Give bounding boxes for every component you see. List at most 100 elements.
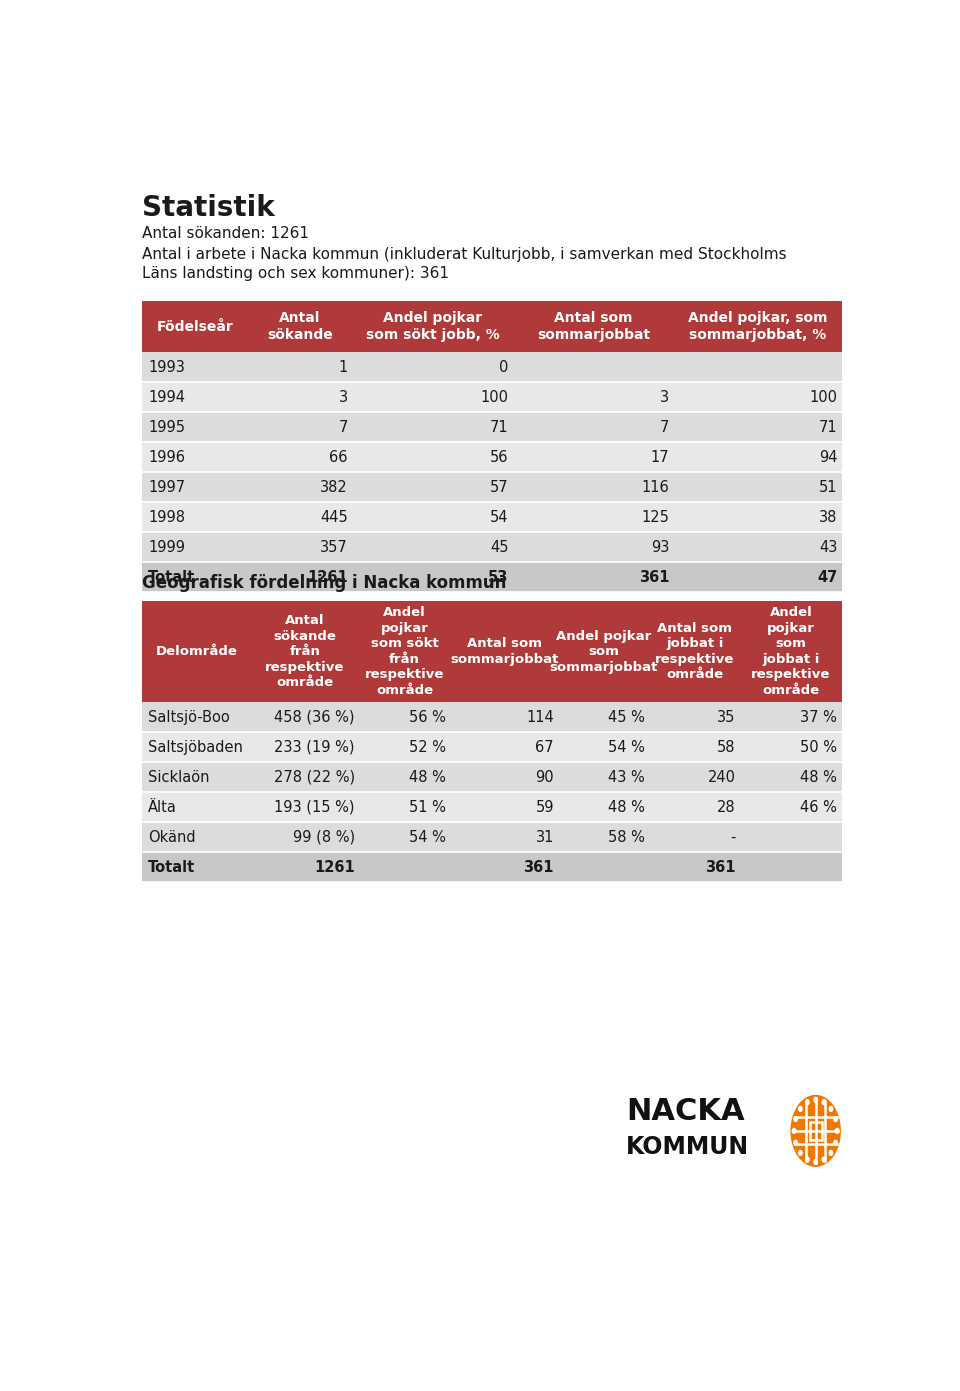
Text: 1993: 1993 xyxy=(148,360,185,374)
Text: 357: 357 xyxy=(320,540,348,555)
Text: 7: 7 xyxy=(660,420,669,435)
Bar xyxy=(450,822,559,853)
Text: 1997: 1997 xyxy=(148,480,185,495)
Text: 116: 116 xyxy=(641,480,669,495)
Text: 28: 28 xyxy=(717,800,735,815)
Bar xyxy=(248,442,352,472)
Bar xyxy=(142,853,251,882)
Text: 1995: 1995 xyxy=(148,420,185,435)
Bar xyxy=(674,442,842,472)
Text: 58 %: 58 % xyxy=(608,830,645,844)
Text: 54 %: 54 % xyxy=(608,740,645,755)
Bar xyxy=(513,412,674,442)
Text: 48 %: 48 % xyxy=(608,800,645,815)
Text: 52 %: 52 % xyxy=(409,740,445,755)
Text: Sicklaön: Sicklaön xyxy=(148,771,210,785)
Text: 58: 58 xyxy=(717,740,735,755)
Bar xyxy=(740,762,842,793)
Circle shape xyxy=(805,1100,809,1104)
Bar xyxy=(142,702,251,733)
Text: Antal som
sommarjobbat: Antal som sommarjobbat xyxy=(537,312,650,342)
Text: 7: 7 xyxy=(338,420,348,435)
Text: 114: 114 xyxy=(526,709,554,725)
Bar xyxy=(359,793,450,822)
Circle shape xyxy=(829,1106,832,1111)
Bar xyxy=(513,472,674,502)
Text: Antal
sökande: Antal sökande xyxy=(267,312,332,342)
Text: 56: 56 xyxy=(490,449,509,465)
Text: 56 %: 56 % xyxy=(409,709,445,725)
Bar xyxy=(248,383,352,412)
Text: 67: 67 xyxy=(536,740,554,755)
Bar xyxy=(450,762,559,793)
Bar xyxy=(649,853,740,882)
Text: Delområde: Delområde xyxy=(156,645,237,658)
Text: 3: 3 xyxy=(660,389,669,405)
Bar xyxy=(674,300,842,352)
Text: Saltsjö-Boo: Saltsjö-Boo xyxy=(148,709,230,725)
Bar xyxy=(352,533,513,562)
Text: Andel pojkar
som
sommarjobbat: Andel pojkar som sommarjobbat xyxy=(550,630,659,673)
Bar xyxy=(559,601,649,702)
Bar xyxy=(809,1123,822,1139)
Text: 0: 0 xyxy=(499,360,509,374)
Text: 361: 361 xyxy=(523,860,554,875)
Bar xyxy=(740,853,842,882)
Text: Älta: Älta xyxy=(148,800,178,815)
Text: 38: 38 xyxy=(819,509,837,524)
Bar xyxy=(352,472,513,502)
Bar xyxy=(142,472,248,502)
Text: 1999: 1999 xyxy=(148,540,185,555)
Text: 45: 45 xyxy=(490,540,509,555)
Bar xyxy=(142,733,251,762)
Text: Totalt: Totalt xyxy=(148,570,196,584)
Circle shape xyxy=(835,1128,839,1134)
Bar xyxy=(674,533,842,562)
Circle shape xyxy=(799,1106,803,1111)
Text: 51 %: 51 % xyxy=(409,800,445,815)
Circle shape xyxy=(834,1141,837,1145)
Text: Andel
pojkar
som
jobbat i
respektive
område: Andel pojkar som jobbat i respektive omr… xyxy=(752,606,830,697)
Bar xyxy=(142,412,248,442)
Text: 445: 445 xyxy=(320,509,348,524)
Bar xyxy=(142,502,248,533)
Bar xyxy=(649,793,740,822)
Circle shape xyxy=(791,1096,840,1166)
Bar xyxy=(674,562,842,593)
Bar xyxy=(649,762,740,793)
Circle shape xyxy=(794,1141,798,1145)
Bar xyxy=(142,533,248,562)
Text: 54 %: 54 % xyxy=(409,830,445,844)
Text: Antal som
sommarjobbat: Antal som sommarjobbat xyxy=(450,637,559,666)
Text: 50 %: 50 % xyxy=(801,740,837,755)
Text: 382: 382 xyxy=(320,480,348,495)
Bar xyxy=(513,562,674,593)
Text: 43: 43 xyxy=(819,540,837,555)
Bar xyxy=(359,762,450,793)
Circle shape xyxy=(805,1157,809,1161)
Text: 54: 54 xyxy=(490,509,509,524)
Text: 31: 31 xyxy=(536,830,554,844)
Bar xyxy=(142,300,248,352)
Bar xyxy=(248,502,352,533)
Text: Totalt: Totalt xyxy=(148,860,196,875)
Text: 45 %: 45 % xyxy=(608,709,645,725)
Bar xyxy=(674,412,842,442)
Bar xyxy=(740,733,842,762)
Circle shape xyxy=(792,1128,796,1134)
Bar xyxy=(248,300,352,352)
Bar xyxy=(352,300,513,352)
Bar xyxy=(674,383,842,412)
Text: NACKA: NACKA xyxy=(626,1097,745,1127)
Text: 47: 47 xyxy=(817,570,837,584)
Text: 458 (36 %): 458 (36 %) xyxy=(275,709,354,725)
Text: 48 %: 48 % xyxy=(409,771,445,785)
Text: 59: 59 xyxy=(536,800,554,815)
Text: 1998: 1998 xyxy=(148,509,185,524)
Text: 35: 35 xyxy=(717,709,735,725)
Bar xyxy=(359,702,450,733)
Bar xyxy=(513,533,674,562)
Bar xyxy=(352,383,513,412)
Text: 43 %: 43 % xyxy=(608,771,645,785)
Bar xyxy=(649,601,740,702)
